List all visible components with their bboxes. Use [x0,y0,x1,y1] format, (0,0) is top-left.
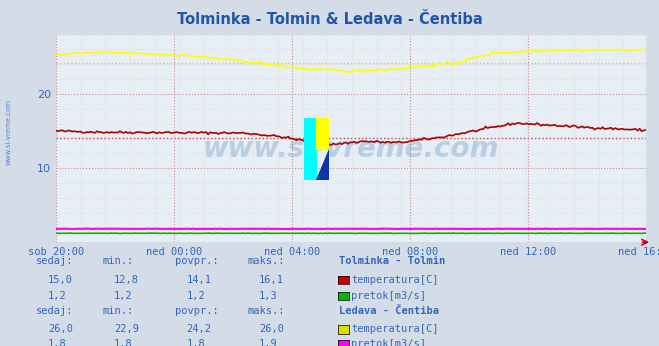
Text: pretok[m3/s]: pretok[m3/s] [351,291,426,301]
Text: 1,2: 1,2 [186,291,205,301]
Polygon shape [316,149,329,180]
Text: 26,0: 26,0 [48,325,73,334]
Text: 26,0: 26,0 [259,325,284,334]
Text: 15,0: 15,0 [48,275,73,285]
Text: www.si-vreme.com: www.si-vreme.com [5,98,11,165]
Text: temperatura[C]: temperatura[C] [351,275,439,285]
Text: sedaj:: sedaj: [36,307,74,316]
Text: 16,1: 16,1 [259,275,284,285]
Text: 1,8: 1,8 [48,339,67,346]
Text: 1,8: 1,8 [114,339,132,346]
Text: Ledava - Čentiba: Ledava - Čentiba [339,307,440,316]
Text: 12,8: 12,8 [114,275,139,285]
Text: 1,8: 1,8 [186,339,205,346]
Text: 14,1: 14,1 [186,275,212,285]
Text: maks.:: maks.: [247,307,285,316]
Text: 1,3: 1,3 [259,291,277,301]
Text: temperatura[C]: temperatura[C] [351,325,439,334]
Text: maks.:: maks.: [247,256,285,266]
Text: Tolminka - Tolmin: Tolminka - Tolmin [339,256,445,266]
Text: min.:: min.: [102,256,133,266]
Text: sedaj:: sedaj: [36,256,74,266]
Text: 1,9: 1,9 [259,339,277,346]
Text: 22,9: 22,9 [114,325,139,334]
Text: Tolminka - Tolmin & Ledava - Čentiba: Tolminka - Tolmin & Ledava - Čentiba [177,12,482,27]
Text: 24,2: 24,2 [186,325,212,334]
Text: povpr.:: povpr.: [175,256,218,266]
Text: 1,2: 1,2 [48,291,67,301]
Text: min.:: min.: [102,307,133,316]
Text: povpr.:: povpr.: [175,307,218,316]
Text: 1,2: 1,2 [114,291,132,301]
Text: www.si-vreme.com: www.si-vreme.com [203,135,499,163]
Text: pretok[m3/s]: pretok[m3/s] [351,339,426,346]
Bar [304,118,316,180]
Bar [316,118,329,149]
